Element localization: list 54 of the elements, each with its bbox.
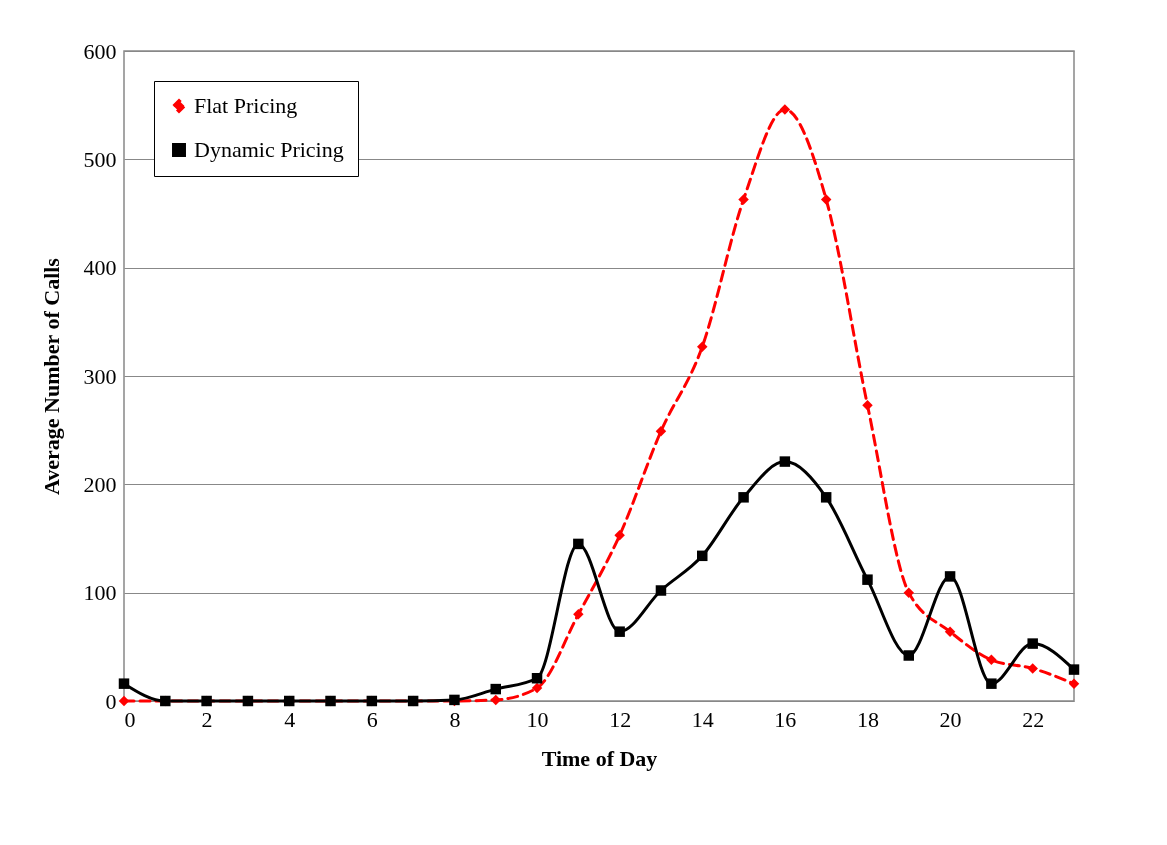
legend-label: Flat Pricing xyxy=(194,93,298,118)
point xyxy=(862,574,873,585)
x-tick-label: 6 xyxy=(366,706,378,732)
point xyxy=(986,654,997,666)
y-tick-label: 200 xyxy=(83,471,117,497)
point xyxy=(1027,663,1038,674)
point xyxy=(986,678,997,689)
x-axis-title: Time of Day xyxy=(541,745,658,771)
point xyxy=(490,694,501,706)
point xyxy=(573,538,584,550)
point xyxy=(944,571,956,582)
point xyxy=(862,400,873,411)
x-tick-label: 18 xyxy=(856,706,879,732)
x-tick-label: 22 xyxy=(1022,706,1045,732)
x-tick-label: 8 xyxy=(449,706,461,732)
point xyxy=(1068,678,1080,689)
point xyxy=(573,609,584,620)
point xyxy=(614,626,625,637)
x-tick-label: 10 xyxy=(526,706,549,732)
point xyxy=(490,683,501,695)
point xyxy=(531,682,543,694)
point xyxy=(118,678,130,689)
point xyxy=(697,341,708,352)
y-tick-label: 0 xyxy=(105,688,117,714)
point xyxy=(903,650,915,661)
point xyxy=(1068,664,1080,675)
point xyxy=(903,587,915,598)
point xyxy=(779,104,791,115)
y-tick-label: 400 xyxy=(83,255,117,281)
y-axis-title: Average Number of Calls xyxy=(38,257,64,495)
x-tick-label: 16 xyxy=(774,706,797,732)
point xyxy=(655,426,667,437)
y-tick-label: 300 xyxy=(83,363,117,389)
x-tick-label: 20 xyxy=(939,706,962,732)
x-tick-label: 0 xyxy=(124,706,136,732)
point xyxy=(944,626,956,637)
point xyxy=(820,194,832,205)
point xyxy=(738,492,749,503)
point xyxy=(531,673,543,684)
point xyxy=(655,585,667,596)
point xyxy=(1027,638,1038,649)
x-tick-label: 12 xyxy=(609,706,632,732)
point xyxy=(738,194,749,205)
point xyxy=(614,530,625,541)
y-tick-label: 500 xyxy=(83,146,117,172)
x-tick-label: 4 xyxy=(284,706,296,732)
legend-label: Dynamic Pricing xyxy=(194,137,344,162)
x-tick-label: 2 xyxy=(201,706,213,732)
y-tick-label: 100 xyxy=(83,580,117,606)
point xyxy=(820,492,832,503)
point xyxy=(697,550,708,562)
y-tick-label: 600 xyxy=(83,38,117,64)
x-tick-label: 14 xyxy=(691,706,714,732)
point xyxy=(779,456,791,467)
